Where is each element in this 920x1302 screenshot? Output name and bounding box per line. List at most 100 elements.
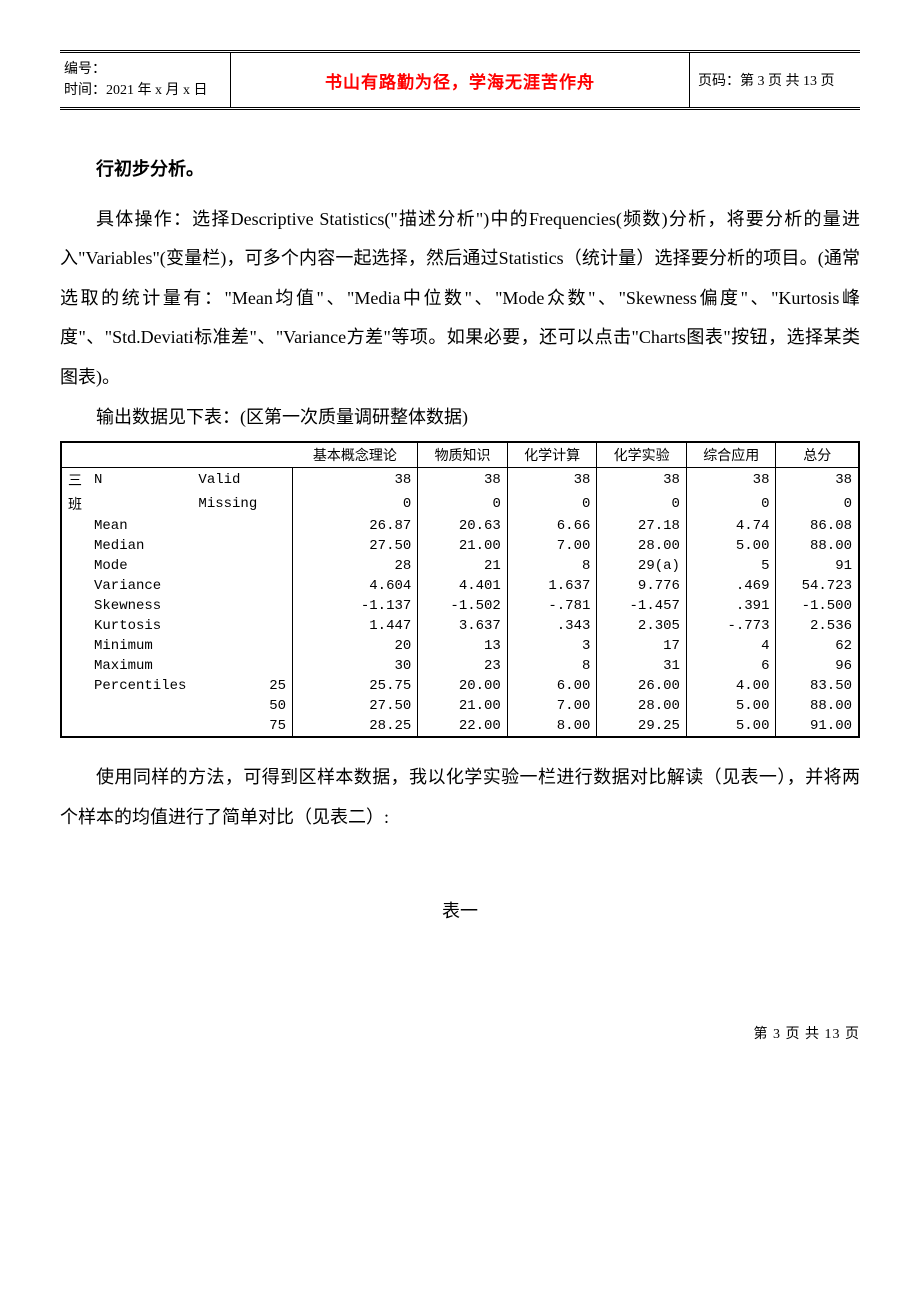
table-row: Skewness-1.137-1.502-.781-1.457.391-1.50… (61, 596, 859, 616)
table-stat-label: Kurtosis (88, 616, 192, 636)
table-cell: 7.00 (507, 696, 597, 716)
table-cell: 4.00 (686, 676, 776, 696)
table-cell: 23 (418, 656, 508, 676)
table-row-group (61, 656, 88, 676)
table-cell: 38 (418, 468, 508, 493)
table-cell: -.781 (507, 596, 597, 616)
table-row-group (61, 676, 88, 696)
table-stat-label: Maximum (88, 656, 192, 676)
table-cell: 27.18 (597, 516, 687, 536)
table-stat-sublabel (192, 516, 263, 536)
table-col-header: 化学计算 (507, 442, 597, 468)
table-stat-label: Mean (88, 516, 192, 536)
table-cell: 21.00 (418, 696, 508, 716)
table-cell: 8 (507, 656, 597, 676)
header-page-info: 页码：第 3 页 共 13 页 (690, 53, 860, 107)
table-caption: 表一 (60, 897, 860, 923)
table-cell: .343 (507, 616, 597, 636)
table-row: 三NValid383838383838 (61, 468, 859, 493)
table-percentile-label (263, 656, 292, 676)
table-cell: 5.00 (686, 696, 776, 716)
table-cell: 27.50 (293, 696, 418, 716)
table-col-header: 物质知识 (418, 442, 508, 468)
table-percentile-label (263, 536, 292, 556)
table-cell: 22.00 (418, 716, 508, 737)
table-cell: -1.457 (597, 596, 687, 616)
table-row: Variance4.6044.4011.6379.776.46954.723 (61, 576, 859, 596)
table-cell: 38 (597, 468, 687, 493)
table-cell: 26.87 (293, 516, 418, 536)
table-row-group (61, 696, 88, 716)
table-header-row: 基本概念理论 物质知识 化学计算 化学实验 综合应用 总分 (61, 442, 859, 468)
table-row-group (61, 616, 88, 636)
table-stat-sublabel (192, 656, 263, 676)
table-corner-blank (88, 442, 293, 468)
table-percentile-label (263, 516, 292, 536)
header-date: 时间：2021 年 x 月 x 日 (64, 80, 226, 101)
table-cell: 54.723 (776, 576, 859, 596)
header-left: 编号： 时间：2021 年 x 月 x 日 (60, 53, 230, 107)
table-row-group: 三 (61, 468, 88, 493)
table-cell: 28 (293, 556, 418, 576)
table-cell: .391 (686, 596, 776, 616)
table-row-group: 班 (61, 492, 88, 516)
table-cell: 28.00 (597, 696, 687, 716)
table-corner (61, 442, 88, 468)
table-percentile-label (263, 468, 292, 493)
table-cell: 20 (293, 636, 418, 656)
table-row-group (61, 536, 88, 556)
table-row-group (61, 556, 88, 576)
table-percentile-label (263, 492, 292, 516)
table-stat-sublabel (192, 576, 263, 596)
table-stat-sublabel (192, 716, 263, 737)
table-cell: 91 (776, 556, 859, 576)
table-stat-label: Minimum (88, 636, 192, 656)
table-cell: 20.00 (418, 676, 508, 696)
table-cell: -1.137 (293, 596, 418, 616)
table-cell: 5.00 (686, 536, 776, 556)
table-cell: 20.63 (418, 516, 508, 536)
table-col-header: 化学实验 (597, 442, 687, 468)
table-stat-label: N (88, 468, 192, 493)
table-cell: 0 (597, 492, 687, 516)
page-root: 编号： 时间：2021 年 x 月 x 日 书山有路勤为径，学海无涯苦作舟 页码… (0, 0, 920, 1083)
table-percentile-label (263, 616, 292, 636)
table-row: 班Missing000000 (61, 492, 859, 516)
table-cell: 62 (776, 636, 859, 656)
table-percentile-label: 25 (263, 676, 292, 696)
table-stat-label: Percentiles (88, 676, 192, 696)
table-stat-label (88, 492, 192, 516)
table-cell: .469 (686, 576, 776, 596)
table-cell: 6.66 (507, 516, 597, 536)
table-cell: 83.50 (776, 676, 859, 696)
table-col-header: 综合应用 (686, 442, 776, 468)
table-cell: 96 (776, 656, 859, 676)
table-cell: 8.00 (507, 716, 597, 737)
table-cell: 3.637 (418, 616, 508, 636)
table-row: Percentiles2525.7520.006.0026.004.0083.5… (61, 676, 859, 696)
table-cell: 28.00 (597, 536, 687, 556)
table-cell: 0 (686, 492, 776, 516)
table-cell: 4.604 (293, 576, 418, 596)
header-motto: 书山有路勤为径，学海无涯苦作舟 (230, 53, 690, 107)
table-cell: 3 (507, 636, 597, 656)
table-cell: 26.00 (597, 676, 687, 696)
table-row-group (61, 716, 88, 737)
table-cell: 0 (776, 492, 859, 516)
table-row: Mean26.8720.636.6627.184.7486.08 (61, 516, 859, 536)
table-cell: 9.776 (597, 576, 687, 596)
table-percentile-label (263, 636, 292, 656)
table-cell: 5.00 (686, 716, 776, 737)
table-cell: 1.637 (507, 576, 597, 596)
table-cell: 21.00 (418, 536, 508, 556)
page-footer: 第 3 页 共 13 页 (60, 1023, 860, 1043)
table-cell: 31 (597, 656, 687, 676)
table-row: 7528.2522.008.0029.255.0091.00 (61, 716, 859, 737)
table-row: Median27.5021.007.0028.005.0088.00 (61, 536, 859, 556)
table-cell: 6.00 (507, 676, 597, 696)
table-stat-label: Variance (88, 576, 192, 596)
statistics-table: 基本概念理论 物质知识 化学计算 化学实验 综合应用 总分 三NValid383… (60, 441, 860, 738)
table-percentile-label (263, 596, 292, 616)
table-cell: -1.502 (418, 596, 508, 616)
table-stat-label: Mode (88, 556, 192, 576)
